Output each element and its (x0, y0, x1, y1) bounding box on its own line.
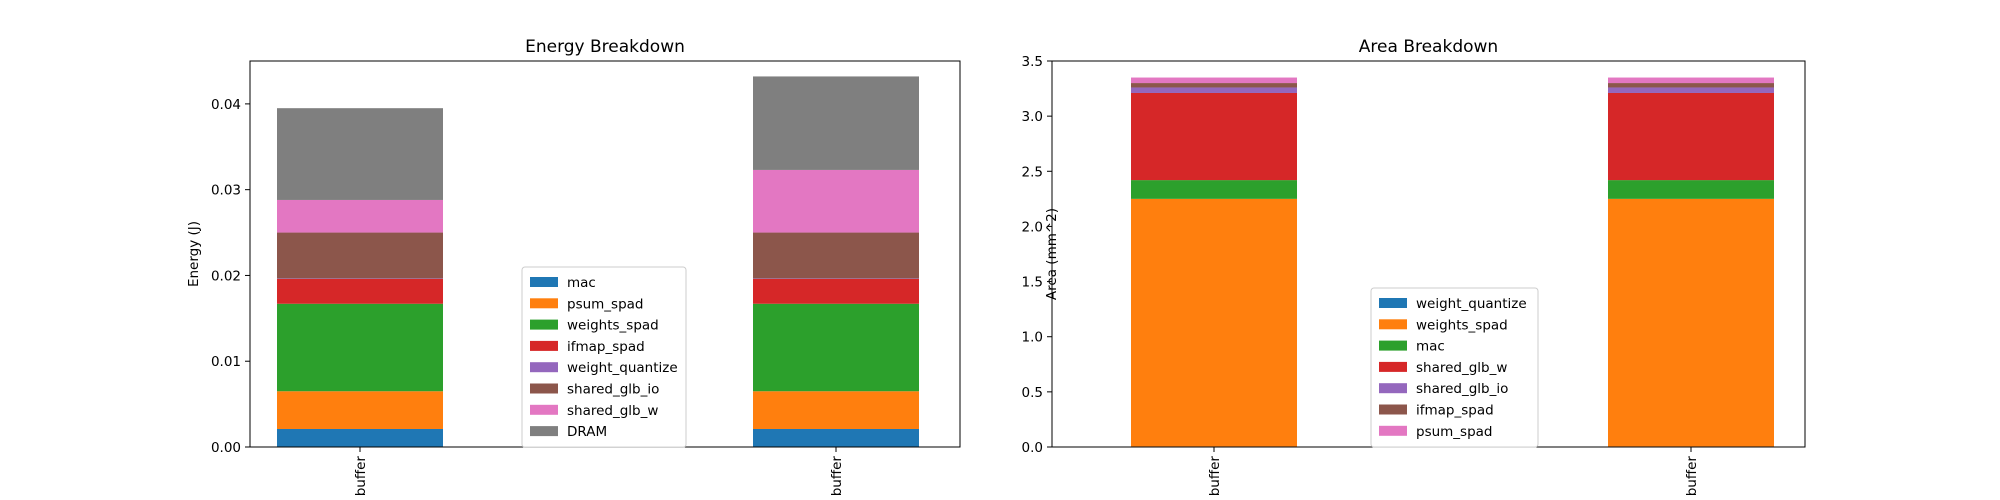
legend-swatch-shared_glb_io (1379, 383, 1407, 394)
legend-swatch-mac (1379, 340, 1407, 351)
y-tick-label: 2.0 (1022, 219, 1043, 235)
chart-1: Area Breakdown 0.0 0.5 1.0 1.5 2.0 2.5 3.0 3.5 Ar… (1022, 37, 1806, 497)
legend-swatch-shared_glb_w (530, 404, 558, 415)
x-tick-label: buffer (1207, 456, 1223, 497)
y-tick-label: 0.04 (211, 97, 241, 113)
y-tick-label: 2.5 (1022, 164, 1043, 180)
legend-swatch-DRAM (530, 426, 558, 437)
legend-swatch-ifmap_spad (530, 340, 558, 351)
legend-swatch-weights_spad (1379, 319, 1407, 330)
legend-label-mac: mac (1416, 339, 1445, 355)
y-tick-label: 3.0 (1022, 109, 1043, 125)
bar-segment-shared_glb_w-0 (277, 199, 443, 233)
legend-swatch-weights_spad (530, 319, 558, 330)
legend-label-weights_spad: weights_spad (567, 318, 659, 334)
legend-swatch-weight_quantize (530, 362, 558, 373)
y-tick-label: 0.5 (1022, 385, 1043, 401)
bar-segment-ifmap_spad-1 (1608, 83, 1774, 88)
bar-segment-weights_spad-1 (1608, 198, 1774, 447)
chart-title: Energy Breakdown (525, 37, 685, 57)
legend-swatch-shared_glb_w (1379, 361, 1407, 372)
legend-label-shared_glb_w: shared_glb_w (567, 403, 658, 419)
bar-segment-weights_spad-0 (1131, 198, 1297, 447)
x-tick-label: buffer (353, 456, 369, 497)
legend-label-ifmap_spad: ifmap_spad (1416, 403, 1494, 419)
chart-title: Area Breakdown (1359, 37, 1498, 57)
y-tick-label: 0.01 (211, 354, 241, 370)
legend-swatch-ifmap_spad (1379, 404, 1407, 415)
y-axis-label: Energy (J) (186, 221, 202, 287)
bar-segment-psum_spad-1 (1608, 77, 1774, 84)
legend-label-shared_glb_io: shared_glb_io (1416, 381, 1508, 397)
legend-swatch-psum_spad (530, 298, 558, 309)
bar-segment-mac-1 (1608, 180, 1774, 199)
legend-swatch-weight_quantize (1379, 298, 1407, 308)
chart-0: Energy Breakdown 0.00 0.01 0.02 0.03 0.04 Ener… (186, 37, 961, 497)
bar-segment-psum_spad-0 (1131, 77, 1297, 84)
bar-segment-ifmap_spad-0 (277, 278, 443, 304)
bar-segment-shared_glb_w-1 (1608, 92, 1774, 181)
legend-box (521, 266, 687, 448)
bar-segment-shared_glb_io-1 (753, 232, 919, 279)
bar-segment-psum_spad-0 (277, 391, 443, 429)
legend-label-shared_glb_w: shared_glb_w (1416, 360, 1507, 376)
bar-segment-DRAM-1 (753, 76, 919, 170)
bar-segment-psum_spad-1 (753, 391, 919, 429)
legend-label-shared_glb_io: shared_glb_io (567, 382, 659, 398)
y-tick-label: 1.5 (1022, 275, 1043, 291)
y-tick-label: 0.02 (211, 268, 241, 284)
bar-segment-shared_glb_io-1 (1608, 87, 1774, 93)
legend-label-ifmap_spad: ifmap_spad (567, 339, 645, 355)
bar-segment-mac-0 (1131, 180, 1297, 199)
bar-segment-ifmap_spad-1 (753, 278, 919, 304)
legend-label-weight_quantize: weight_quantize (1416, 296, 1527, 312)
bar-segment-shared_glb_io-0 (1131, 87, 1297, 93)
bar-segment-shared_glb_w-1 (753, 169, 919, 233)
y-tick-label: 1.0 (1022, 330, 1043, 346)
legend-swatch-shared_glb_io (530, 383, 558, 394)
x-tick-label: buffer (829, 456, 845, 497)
legend-label-psum_spad: psum_spad (567, 296, 644, 312)
legend-swatch-mac (530, 277, 558, 287)
legend-label-weights_spad: weights_spad (1416, 317, 1508, 333)
legend-label-weight_quantize: weight_quantize (567, 360, 678, 376)
y-tick-label: 0.00 (211, 440, 241, 456)
legend-swatch-psum_spad (1379, 425, 1407, 436)
y-tick-label: 3.5 (1022, 54, 1043, 70)
bar-segment-shared_glb_w-0 (1131, 92, 1297, 181)
bar-segment-mac-1 (753, 428, 919, 447)
legend: mac psum_spad weights_spad ifmap_spadweight… (521, 266, 687, 448)
y-axis-label: Area (mm^2) (1044, 208, 1060, 300)
y-tick-label: 0.03 (211, 183, 241, 199)
bar-segment-weights_spad-0 (277, 303, 443, 392)
bar-segment-weights_spad-1 (753, 303, 919, 392)
x-tick-label: buffer (1684, 456, 1700, 497)
bar-segment-mac-0 (277, 428, 443, 447)
legend-box (1370, 287, 1539, 448)
bar-segment-shared_glb_io-0 (277, 232, 443, 279)
bar-segment-DRAM-0 (277, 108, 443, 200)
y-tick-label: 0.0 (1022, 440, 1043, 456)
legend-label-psum_spad: psum_spad (1416, 424, 1493, 440)
legend-label-mac: mac (567, 275, 596, 291)
legend-label-DRAM: DRAM (567, 424, 607, 440)
bar-segment-ifmap_spad-0 (1131, 83, 1297, 88)
